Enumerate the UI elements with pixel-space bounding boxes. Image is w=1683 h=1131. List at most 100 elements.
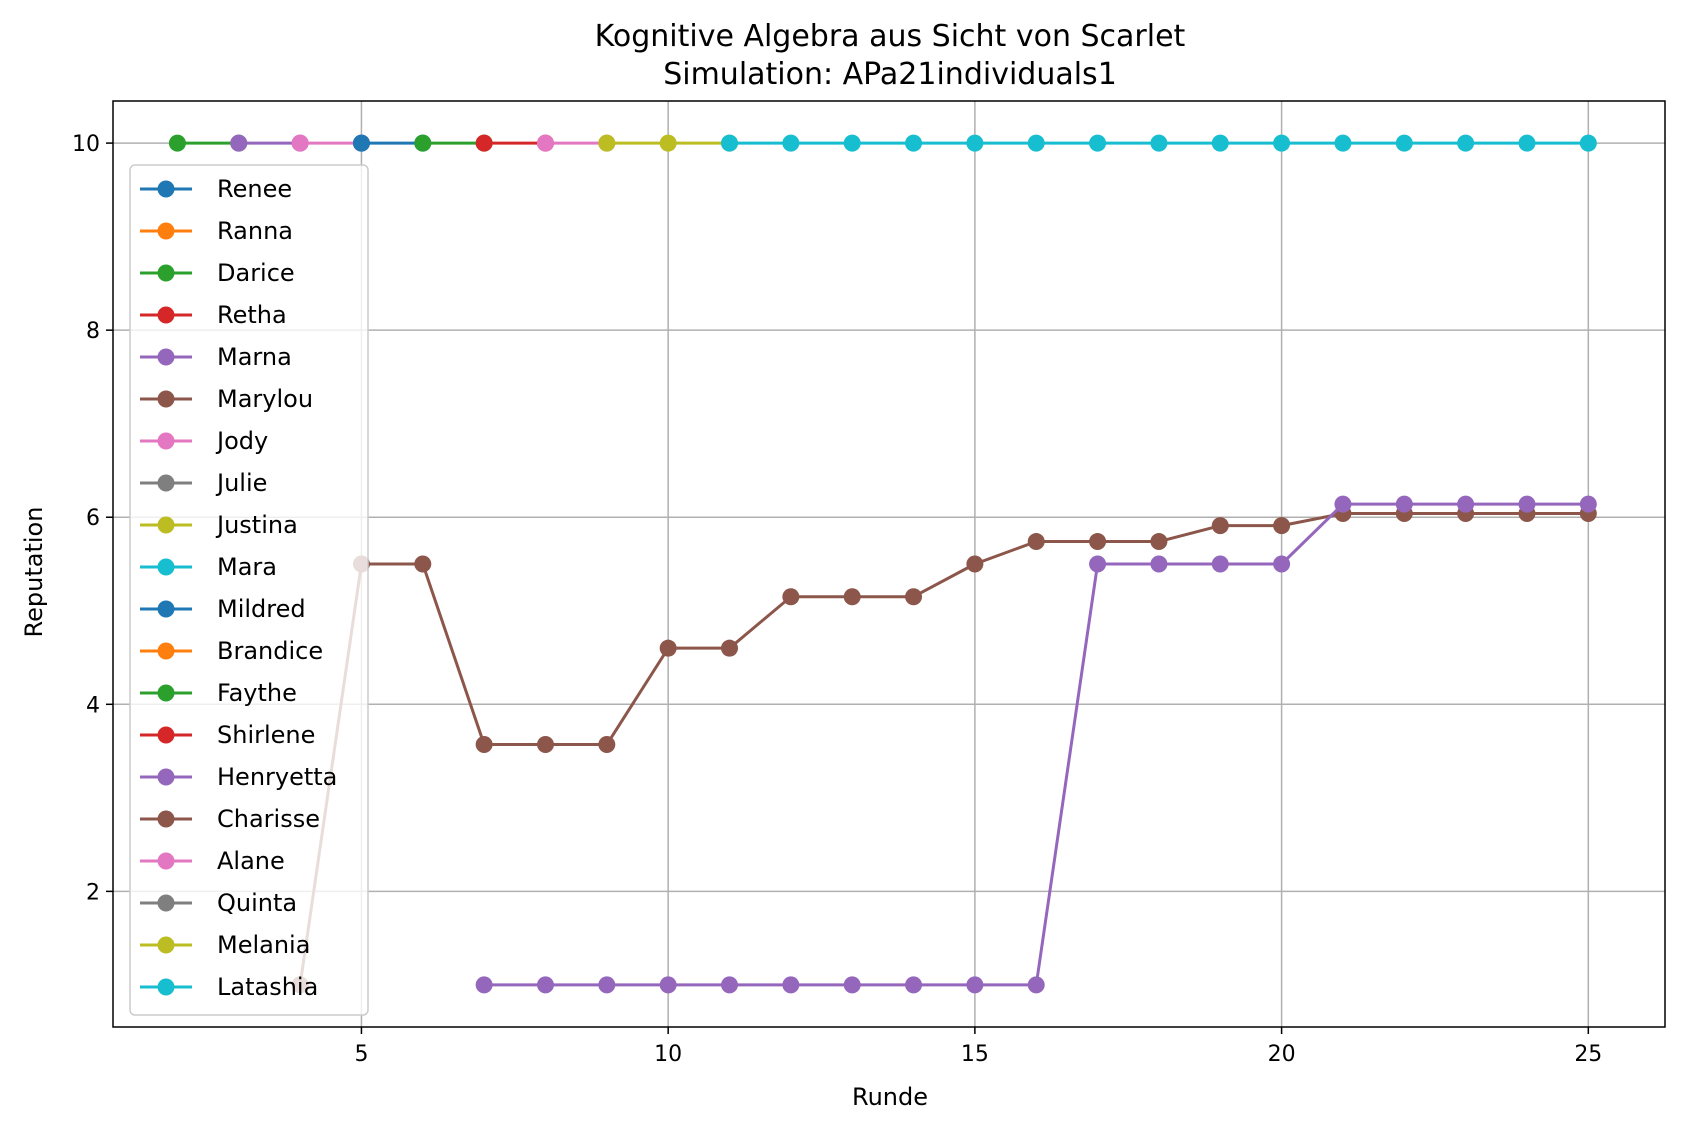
legend-label: Faythe [217, 679, 297, 707]
legend-label: Julie [215, 469, 267, 497]
legend-label: Justina [215, 511, 298, 539]
legend-swatch-marker [157, 306, 175, 324]
legend-item-quinta: Quinta [140, 889, 297, 917]
data-point-henryetta [1089, 555, 1107, 573]
legend-swatch-marker [157, 642, 175, 660]
data-point-latashia [1089, 134, 1107, 152]
legend-label: Melania [217, 931, 310, 959]
legend-item-darice: Darice [140, 259, 295, 287]
data-point-henryetta [1150, 555, 1168, 573]
data-point-latashia [1150, 134, 1168, 152]
chart-subtitle: Simulation: APa21individuals1 [663, 57, 1117, 92]
data-point-marylou [843, 588, 861, 606]
data-point-latashia [1457, 134, 1475, 152]
data-point-marylou [475, 736, 493, 754]
data-point-latashia [1027, 134, 1045, 152]
data-point-latashia [1518, 134, 1536, 152]
legend-label: Alane [217, 847, 285, 875]
data-point-henryetta [843, 976, 861, 994]
y-tick-label: 8 [86, 319, 100, 344]
data-point-latashia [782, 134, 800, 152]
data-point-henryetta [1334, 495, 1352, 513]
data-point-marylou [1089, 533, 1107, 551]
y-tick-label: 10 [72, 132, 100, 157]
y-tick-label: 4 [86, 693, 100, 718]
legend-label: Jody [215, 427, 268, 455]
legend-label: Renee [217, 175, 292, 203]
data-point-henryetta [1395, 495, 1413, 513]
data-point-shirlene [475, 134, 493, 152]
data-point-marna [230, 134, 248, 152]
data-point-jody [291, 134, 309, 152]
legend-swatch-marker [157, 474, 175, 492]
x-tick-label: 25 [1574, 1042, 1602, 1067]
chart-title: Kognitive Algebra aus Sicht von Scarlet [595, 19, 1186, 54]
legend-item-shirlene: Shirlene [140, 721, 315, 749]
legend-swatch-marker [157, 768, 175, 786]
data-point-latashia [1211, 134, 1229, 152]
legend-item-charisse: Charisse [140, 805, 320, 833]
legend-label: Mildred [217, 595, 306, 623]
legend-item-alane: Alane [140, 847, 285, 875]
data-point-henryetta [1457, 495, 1475, 513]
legend-swatch-marker [157, 978, 175, 996]
legend-swatch-marker [157, 852, 175, 870]
axes: 5 10 15 20 25 2 4 6 8 10 [72, 100, 1666, 1067]
data-point-henryetta [1211, 555, 1229, 573]
y-tick-label: 6 [86, 506, 100, 531]
legend-swatch-marker [157, 600, 175, 618]
legend-swatch-marker [157, 264, 175, 282]
series-henryetta [475, 495, 1597, 994]
data-point-alane [536, 134, 554, 152]
data-point-latashia [1395, 134, 1413, 152]
legend-item-faythe: Faythe [140, 679, 297, 707]
data-point-latashia [1273, 134, 1291, 152]
legend-item-marna: Marna [140, 343, 292, 371]
legend-label: Marna [217, 343, 292, 371]
data-point-marylou [1211, 517, 1229, 535]
data-point-marylou [536, 736, 554, 754]
x-tick-label: 10 [654, 1042, 682, 1067]
data-point-marylou [1273, 517, 1291, 535]
data-point-henryetta [536, 976, 554, 994]
legend-label: Charisse [217, 805, 320, 833]
series-group [168, 134, 1597, 994]
series-melania [598, 134, 739, 152]
legend-item-retha: Retha [140, 301, 287, 329]
data-point-henryetta [598, 976, 616, 994]
legend-item-justina: Justina [140, 511, 298, 539]
legend-swatch-marker [157, 684, 175, 702]
series-latashia [721, 134, 1597, 152]
legend-item-mara: Mara [140, 553, 277, 581]
x-axis-label: Runde [852, 1083, 928, 1111]
legend-swatch-marker [157, 432, 175, 450]
legend-label: Retha [217, 301, 287, 329]
x-tick-label: 5 [354, 1042, 368, 1067]
data-point-henryetta [782, 976, 800, 994]
data-point-henryetta [659, 976, 677, 994]
legend-swatch-marker [157, 894, 175, 912]
legend-label: Brandice [217, 637, 323, 665]
data-point-latashia [843, 134, 861, 152]
legend-label: Quinta [217, 889, 297, 917]
y-tick-label: 2 [86, 880, 100, 905]
data-point-henryetta [966, 976, 984, 994]
legend-item-marylou: Marylou [140, 385, 313, 413]
x-tick-label: 15 [961, 1042, 989, 1067]
legend-label: Shirlene [217, 721, 315, 749]
series-line-henryetta [484, 502, 1589, 987]
legend-swatch-marker [157, 810, 175, 828]
data-point-marylou [966, 555, 984, 573]
data-point-marylou [1027, 533, 1045, 551]
legend-label: Marylou [217, 385, 313, 413]
legend-box [129, 164, 369, 1016]
legend-item-brandice: Brandice [140, 637, 323, 665]
data-point-latashia [966, 134, 984, 152]
legend-item-mildred: Mildred [140, 595, 306, 623]
legend-swatch-marker [157, 936, 175, 954]
legend-item-julie: Julie [140, 469, 267, 497]
data-point-melania [598, 134, 616, 152]
data-point-marylou [598, 736, 616, 754]
legend-label: Ranna [217, 217, 293, 245]
